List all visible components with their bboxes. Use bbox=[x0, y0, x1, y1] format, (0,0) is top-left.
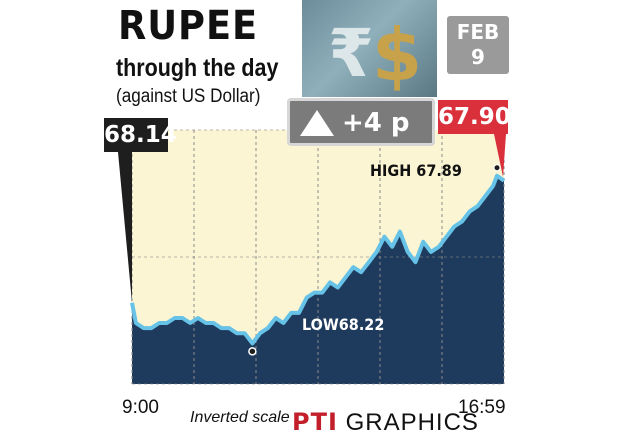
x-start-label: 9:00 bbox=[122, 397, 159, 418]
credit-label: PTI GRAPHICS bbox=[292, 410, 479, 435]
infographic-card: RUPEE through the day (against US Dollar… bbox=[102, 0, 528, 440]
open-value-badge: 68.14 bbox=[104, 118, 177, 152]
change-box: +4 p bbox=[287, 98, 435, 146]
high-point bbox=[493, 164, 501, 172]
currency-symbols-icon: ₹ $ bbox=[328, 13, 422, 97]
chart-subtitle-note: (against US Dollar) bbox=[116, 86, 261, 107]
up-triangle-icon bbox=[300, 110, 334, 136]
date-day: 9 bbox=[471, 45, 485, 69]
open-leader-line bbox=[118, 152, 132, 303]
area-fill bbox=[132, 175, 504, 384]
rupee-area-chart bbox=[118, 129, 506, 385]
x-end-label: 16:59 bbox=[458, 397, 506, 418]
chart-title: RUPEE bbox=[118, 3, 259, 49]
date-month: FEB bbox=[456, 20, 500, 44]
series-line bbox=[130, 173, 506, 346]
svg-text:₹: ₹ bbox=[328, 15, 374, 92]
close-leader-line bbox=[494, 134, 506, 177]
scale-note: Inverted scale bbox=[190, 409, 290, 426]
grid-lines bbox=[131, 129, 505, 385]
svg-text:$: $ bbox=[372, 13, 422, 97]
chart-subtitle: through the day bbox=[116, 54, 279, 82]
low-point bbox=[248, 347, 257, 356]
rupee-dollar-symbols-image: ₹ $ bbox=[302, 0, 437, 97]
close-value-badge: 67.90 bbox=[438, 100, 511, 134]
credit-brand: PTI bbox=[292, 408, 338, 436]
change-value: +4 p bbox=[342, 108, 410, 138]
high-label: HIGH 67.89 bbox=[370, 161, 462, 180]
credit-text: GRAPHICS bbox=[345, 409, 479, 436]
low-label: LOW68.22 bbox=[302, 315, 385, 334]
date-badge: FEB 9 bbox=[447, 16, 509, 74]
